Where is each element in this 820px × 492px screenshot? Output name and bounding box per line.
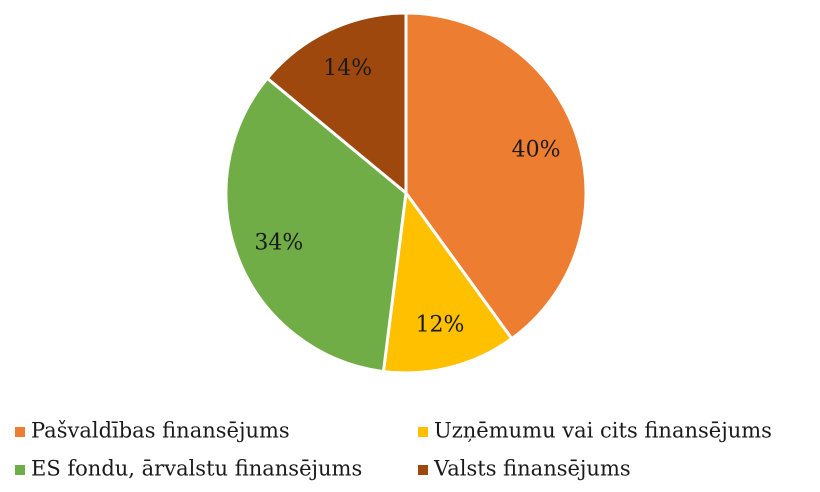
legend-swatch [418,427,428,437]
data-label: 40% [512,138,561,163]
legend-swatch [15,465,25,475]
legend-label: ES fondu, ārvalstu finansējums [31,457,362,481]
data-label: 34% [254,230,303,255]
legend-label: Pašvaldības finansējums [31,419,290,443]
data-label: 12% [416,313,465,338]
pie-slice [224,76,408,374]
pie-slice [381,189,514,375]
data-label: 14% [323,56,372,81]
legend-swatch [418,465,428,475]
legend-label: Valsts finansējums [433,457,631,481]
pie-slice [265,11,408,197]
legend-label: Uzņēmumu vai cits finansējums [434,419,772,443]
legend-swatch [15,427,25,437]
pie-slice [404,11,588,341]
